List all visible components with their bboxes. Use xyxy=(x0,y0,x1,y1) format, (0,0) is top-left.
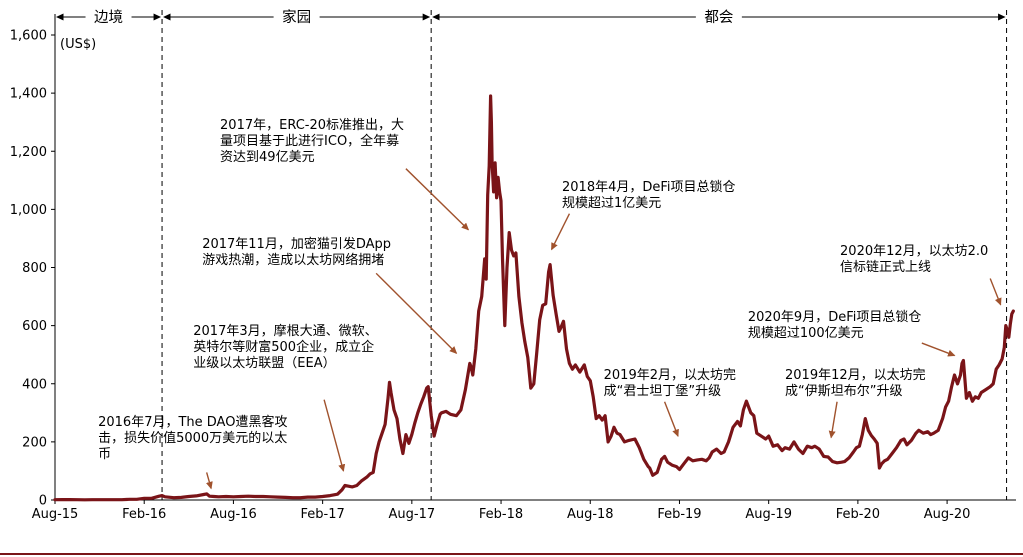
annotation-arrow xyxy=(205,472,213,490)
phase-label: 家园 xyxy=(282,9,311,26)
annotation-arrow xyxy=(989,278,1002,306)
y-tick-label: 400 xyxy=(22,377,47,392)
x-tick-label: Aug-19 xyxy=(745,507,792,522)
x-tick-label: Feb-20 xyxy=(836,507,880,522)
annotation-arrow xyxy=(550,213,571,251)
annotation-arrow xyxy=(375,272,458,354)
y-tick-label: 1,200 xyxy=(10,145,47,160)
annotation-arrow xyxy=(921,342,956,357)
y-tick-label: 800 xyxy=(22,261,47,276)
annotation-arrow xyxy=(663,401,679,437)
axes xyxy=(54,14,1016,501)
x-tick-label: Aug-17 xyxy=(389,507,436,522)
x-tick-label: Aug-16 xyxy=(210,507,257,522)
x-tick-label: Aug-15 xyxy=(32,507,79,522)
y-tick-label: 1,600 xyxy=(10,29,47,44)
x-tick-label: Feb-17 xyxy=(301,507,345,522)
phase-label: 都会 xyxy=(704,9,733,26)
y-tick-label: 200 xyxy=(22,435,47,450)
x-tick-label: Aug-20 xyxy=(924,507,971,522)
x-tick-label: Feb-19 xyxy=(657,507,701,522)
y-tick-label: 600 xyxy=(22,319,47,334)
y-tick-label: 0 xyxy=(39,494,47,509)
footer-rule xyxy=(0,553,1023,555)
y-tick-label: 1,000 xyxy=(10,203,47,218)
price-line xyxy=(53,94,1015,502)
y-tick-label: 1,400 xyxy=(10,87,47,102)
x-tick-label: Feb-18 xyxy=(479,507,523,522)
y-axis-unit-label: (US$) xyxy=(60,37,97,52)
annotation-arrow xyxy=(828,401,838,439)
x-tick-label: Feb-16 xyxy=(122,507,166,522)
annotation-arrow xyxy=(405,168,470,231)
phase-arrows: 边境 家园 都会 xyxy=(56,8,1006,26)
axis-ticks: 0 200 400 600 800 1,000 1,200 1,400 1,600 Aug-15 F… xyxy=(10,29,971,523)
annotation-arrow xyxy=(323,399,346,472)
x-tick-label: Aug-18 xyxy=(567,507,614,522)
phase-label: 边境 xyxy=(94,8,123,26)
